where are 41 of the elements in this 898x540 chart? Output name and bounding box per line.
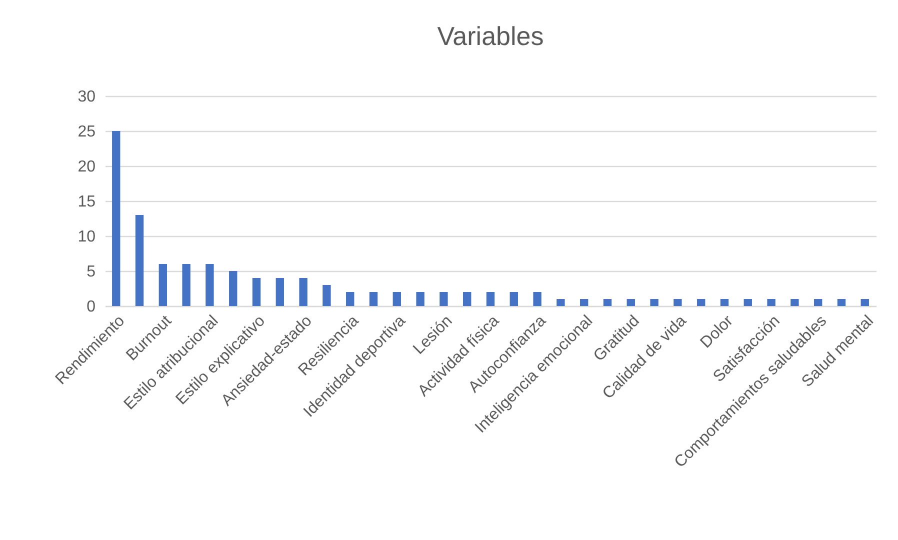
bar bbox=[603, 299, 612, 306]
bar bbox=[533, 292, 542, 306]
bar bbox=[440, 292, 448, 306]
bar bbox=[814, 299, 822, 306]
bar bbox=[206, 264, 214, 306]
bar bbox=[135, 215, 144, 306]
bar bbox=[556, 299, 565, 306]
bar bbox=[299, 278, 308, 306]
bar bbox=[696, 299, 706, 306]
bar bbox=[252, 278, 261, 306]
bar bbox=[580, 299, 588, 306]
bar bbox=[744, 299, 752, 306]
bar bbox=[416, 292, 424, 306]
y-tick-label: 25 bbox=[78, 124, 96, 140]
bar bbox=[650, 299, 658, 306]
bar bbox=[229, 271, 238, 306]
chart-title: Variables bbox=[437, 21, 544, 51]
bar bbox=[626, 299, 635, 306]
bar bbox=[158, 264, 168, 306]
bar bbox=[790, 299, 799, 306]
y-tick-label: 15 bbox=[78, 194, 96, 210]
bar bbox=[112, 131, 120, 306]
y-tick-label: 5 bbox=[86, 264, 96, 280]
bar bbox=[720, 299, 729, 306]
y-tick-label: 20 bbox=[78, 158, 96, 176]
bar bbox=[486, 292, 495, 306]
y-tick-label: 10 bbox=[78, 228, 96, 246]
bar bbox=[346, 292, 354, 306]
bar bbox=[837, 299, 846, 306]
bar bbox=[860, 299, 869, 306]
bar bbox=[674, 299, 682, 306]
y-tick-label: 30 bbox=[78, 88, 96, 106]
bar bbox=[369, 292, 378, 306]
y-tick-label: 0 bbox=[86, 298, 96, 316]
bar bbox=[510, 292, 518, 306]
bar bbox=[463, 292, 472, 306]
bar bbox=[767, 299, 776, 306]
bar bbox=[392, 292, 401, 306]
bar bbox=[276, 278, 284, 306]
bar bbox=[182, 264, 190, 306]
bar bbox=[322, 285, 331, 306]
